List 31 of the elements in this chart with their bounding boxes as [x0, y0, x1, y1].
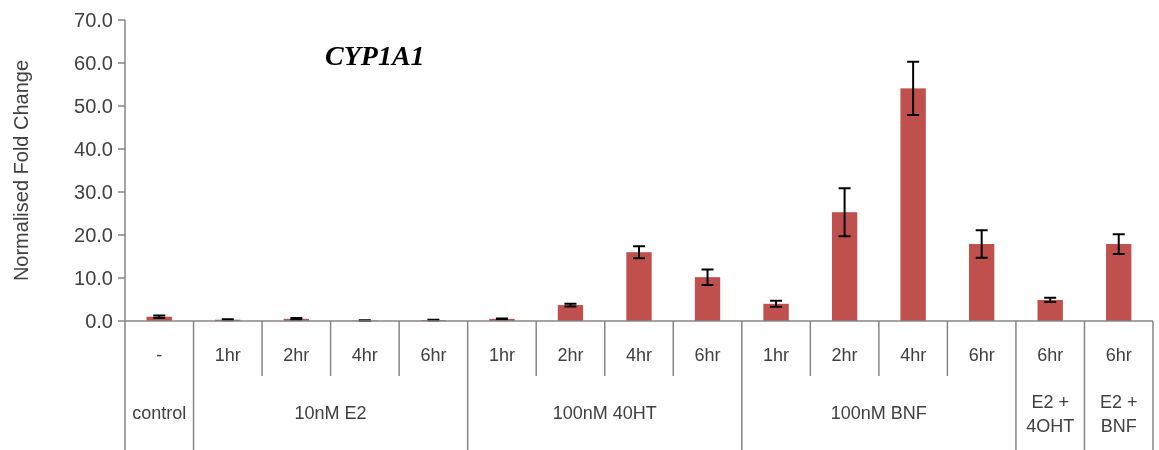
text: E2 + 4OHT	[1026, 392, 1075, 437]
x-tick-label: 6hr	[1105, 345, 1132, 366]
text: 10nM E2	[294, 403, 367, 424]
y-tick-label: 10.0	[74, 267, 113, 289]
y-tick-label: 40.0	[74, 138, 113, 160]
text: 100nM 40HT	[552, 403, 657, 424]
x-tick-label: 4hr	[351, 345, 378, 366]
x-tick-label: 6hr	[694, 345, 721, 366]
y-tick-label: 20.0	[74, 224, 113, 246]
annotation: CYP1A1	[325, 40, 425, 71]
x-tick-label: 2hr	[557, 345, 584, 366]
x-tick-label: 6hr	[420, 345, 447, 366]
y-tick-label: 50.0	[74, 95, 113, 117]
x-tick-label: 1hr	[214, 345, 241, 366]
x-tick-label: 4hr	[900, 345, 927, 366]
text: 100nM BNF	[830, 403, 927, 424]
x-tick-label: -	[156, 345, 163, 366]
text: E2 + BNF	[1099, 392, 1138, 437]
y-tick-label: 0.0	[85, 310, 113, 332]
y-tick-label: 70.0	[74, 9, 113, 31]
x-tick-label: 6hr	[968, 345, 995, 366]
y-axis-title: Normalised Fold Change	[10, 59, 32, 282]
x-tick-label: 1hr	[488, 345, 515, 366]
y-tick-label: 60.0	[74, 52, 113, 74]
text: control	[132, 403, 187, 424]
x-tick-label: 2hr	[831, 345, 858, 366]
x-tick-label: 4hr	[625, 345, 653, 366]
y-tick-label: 30.0	[74, 181, 113, 203]
x-tick-label: 1hr	[763, 345, 790, 366]
x-tick-label: 2hr	[283, 345, 310, 366]
x-tick-label: 6hr	[1037, 345, 1064, 366]
